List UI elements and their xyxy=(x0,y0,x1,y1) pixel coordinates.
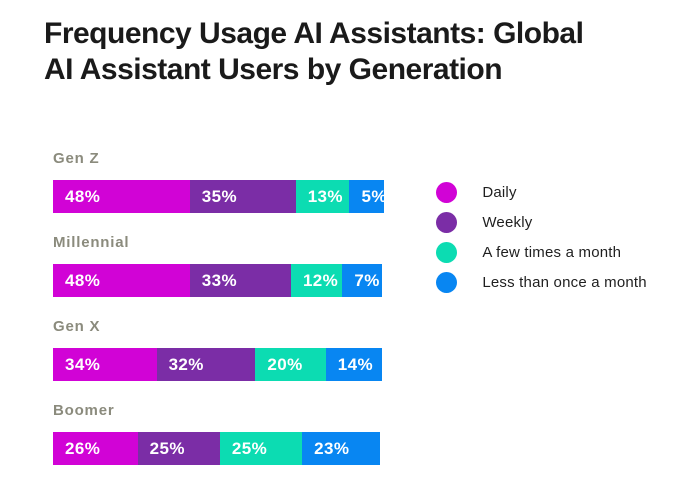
segment-value: 32% xyxy=(168,354,204,374)
legend-label: Less than once a month xyxy=(482,273,647,291)
bar-segment-daily: 48% xyxy=(53,264,190,297)
segment-value: 13% xyxy=(307,186,343,206)
legend-swatch-icon xyxy=(436,211,458,233)
bar-segment-a-few-times-a-month: 13% xyxy=(295,180,350,213)
segment-value: 14% xyxy=(337,354,374,374)
chart-row-gen-x: Gen X 34% 32% 20% 14% xyxy=(53,318,384,381)
bar-segment-a-few-times-a-month: 25% xyxy=(219,432,303,465)
category-label: Gen X xyxy=(53,318,101,335)
legend-item-less-than-once-a-month: Less than once a month xyxy=(436,267,647,297)
legend-label: Weekly xyxy=(482,213,533,231)
bar-segment-daily: 26% xyxy=(53,432,138,465)
segment-value: 25% xyxy=(231,438,268,458)
stacked-bar-chart: Gen Z 48% 35% 13% 5% Millennial 48% 33% 12% 7% Gen… xyxy=(53,150,385,465)
segment-value: 20% xyxy=(267,354,303,374)
chart-row-millennial: Millennial 48% 33% 12% 7% xyxy=(53,234,384,297)
legend-item-a-few-times-a-month: A few times a month xyxy=(436,237,647,267)
bar-segment-weekly: 35% xyxy=(189,180,296,213)
chart-content: Gen Z 48% 35% 13% 5% Millennial 48% 33% 12% 7% Gen… xyxy=(44,150,697,465)
chart-title-line1: Frequency Usage AI Assistants: Global xyxy=(44,17,584,50)
bar-segment-less-than-once-a-month: 5% xyxy=(349,180,385,213)
segment-value: 48% xyxy=(65,270,101,290)
segment-value: 7% xyxy=(354,270,380,290)
bar-segment-weekly: 33% xyxy=(189,264,291,297)
bar-segment-a-few-times-a-month: 20% xyxy=(255,348,326,381)
segment-value: 25% xyxy=(149,438,185,458)
bar-segment-less-than-once-a-month: 23% xyxy=(302,432,380,465)
legend: Daily Weekly A few times a month Less than … xyxy=(436,177,647,297)
segment-value: 35% xyxy=(201,186,237,206)
category-label: Boomer xyxy=(53,402,115,419)
chart-title: Frequency Usage AI Assistants: Global AI… xyxy=(44,16,697,88)
segment-value: 12% xyxy=(302,270,339,290)
segment-value: 48% xyxy=(65,186,101,206)
legend-swatch-icon xyxy=(436,181,458,203)
bar-segment-daily: 48% xyxy=(53,180,190,213)
legend-label: Daily xyxy=(482,183,517,201)
bar-segment-less-than-once-a-month: 7% xyxy=(342,264,382,297)
legend-item-weekly: Weekly xyxy=(436,207,647,237)
stacked-bar: 34% 32% 20% 14% xyxy=(53,348,384,381)
legend-item-daily: Daily xyxy=(436,177,647,207)
bar-segment-a-few-times-a-month: 12% xyxy=(290,264,343,297)
bar-segment-daily: 34% xyxy=(53,348,157,381)
legend-label: A few times a month xyxy=(482,243,622,261)
chart-row-boomer: Boomer 26% 25% 25% 23% xyxy=(53,402,384,465)
bar-segment-weekly: 32% xyxy=(156,348,256,381)
segment-value: 26% xyxy=(65,438,101,458)
chart-row-gen-z: Gen Z 48% 35% 13% 5% xyxy=(53,150,385,213)
legend-swatch-icon xyxy=(436,241,458,263)
segment-value: 34% xyxy=(65,354,101,374)
bar-segment-less-than-once-a-month: 14% xyxy=(325,348,382,381)
segment-value: 5% xyxy=(361,186,385,206)
segment-value: 23% xyxy=(314,438,350,458)
chart-title-line2: AI Assistant Users by Generation xyxy=(44,53,503,86)
category-label: Millennial xyxy=(53,234,130,251)
segment-value: 33% xyxy=(201,270,237,290)
stacked-bar: 48% 33% 12% 7% xyxy=(53,264,384,297)
stacked-bar: 26% 25% 25% 23% xyxy=(53,432,384,465)
bar-segment-weekly: 25% xyxy=(137,432,220,465)
category-label: Gen Z xyxy=(53,150,100,167)
legend-swatch-icon xyxy=(436,271,458,293)
stacked-bar: 48% 35% 13% 5% xyxy=(53,180,385,213)
